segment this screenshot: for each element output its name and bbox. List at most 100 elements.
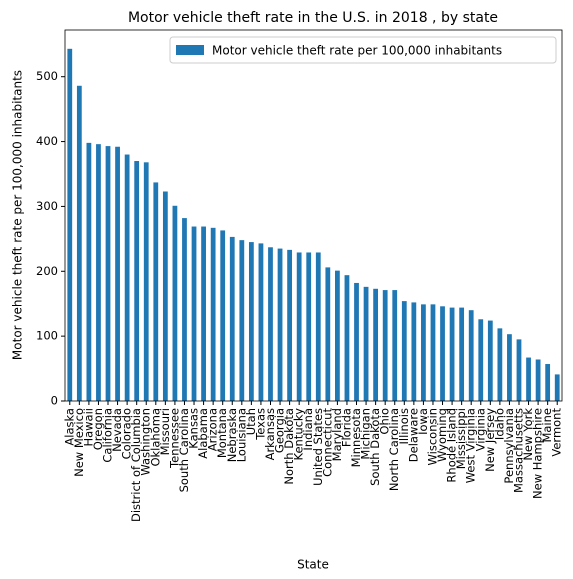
x-tick-label: New Mexico <box>72 408 86 477</box>
x-tick-label: Georgia <box>273 408 287 453</box>
x-tick-label: North Dakota <box>282 408 296 485</box>
x-tick-label: Mississippi <box>454 408 468 469</box>
bar <box>468 310 474 401</box>
bar <box>76 85 82 401</box>
x-tick-label: Washington <box>139 408 153 476</box>
bar <box>143 162 149 401</box>
bar <box>201 226 206 401</box>
bar <box>124 154 130 401</box>
bar <box>526 357 531 401</box>
x-tick-label: West Virginia <box>464 408 478 483</box>
x-tick-label: Idaho <box>492 408 506 440</box>
bar <box>478 319 484 401</box>
bar <box>248 242 254 401</box>
x-tick-label: Arizona <box>206 408 220 451</box>
bar <box>287 249 292 401</box>
x-tick-label: Kansas <box>187 408 201 449</box>
bar <box>306 252 312 401</box>
x-tick-label: Nebraska <box>225 408 239 462</box>
x-tick-label: South Carolina <box>177 408 191 492</box>
bar <box>449 307 455 401</box>
legend-box <box>169 36 557 64</box>
legend-label: Motor vehicle theft rate per 100,000 inh… <box>212 44 502 58</box>
bar <box>96 144 101 401</box>
x-tick-label: Colorado <box>120 408 134 459</box>
x-tick-label: Louisiana <box>234 408 248 462</box>
bar <box>277 248 283 401</box>
chart-title: Motor vehicle theft rate in the U.S. in … <box>128 10 498 26</box>
x-tick-label: Maine <box>540 408 554 443</box>
bar <box>440 306 445 401</box>
bar <box>335 270 340 401</box>
y-axis-label: Motor vehicle theft rate per 100,000 inh… <box>11 70 25 360</box>
x-tick-label: Hawaii <box>81 408 95 447</box>
bar <box>459 307 465 401</box>
x-tick-label: Rhode Island <box>445 408 459 483</box>
x-tick-label: Alaska <box>62 408 76 446</box>
x-tick-label: Florida <box>339 408 353 447</box>
bar <box>363 286 369 401</box>
x-tick-label: New York <box>521 408 535 461</box>
bar <box>554 374 560 401</box>
x-tick-label: District of Columbia <box>129 408 143 522</box>
bar <box>401 301 407 401</box>
bar <box>507 334 512 401</box>
x-tick-label: United States <box>311 408 325 486</box>
y-tick-label: 500 <box>36 69 58 83</box>
x-axis-label: State <box>297 558 329 572</box>
y-tick-label: 100 <box>36 329 58 343</box>
x-tick-label: Michigan <box>359 408 373 460</box>
x-tick-label: Montana <box>215 408 229 458</box>
bar <box>487 320 493 401</box>
x-tick-label: Alabama <box>196 408 210 459</box>
x-tick-label: Iowa <box>416 408 430 435</box>
x-tick-label: Minnesota <box>349 408 363 467</box>
bar <box>162 191 168 401</box>
plot-frame <box>64 29 563 402</box>
bar <box>220 230 226 401</box>
bar <box>153 182 159 401</box>
x-tick-label: Maryland <box>330 408 344 461</box>
x-tick-label: Pennsylvania <box>502 408 516 484</box>
bar <box>172 205 178 401</box>
x-tick-label: Indiana <box>301 408 315 451</box>
bar <box>67 48 73 401</box>
bar <box>105 146 111 401</box>
bar <box>191 226 197 401</box>
y-tick-label: 300 <box>36 199 58 213</box>
x-tick-label: Wyoming <box>435 408 449 462</box>
x-tick-label: North Carolina <box>387 408 401 491</box>
bar <box>430 304 436 401</box>
bar <box>296 252 302 401</box>
bar <box>86 142 92 402</box>
bar <box>134 161 140 401</box>
x-tick-label: Oklahoma <box>148 408 162 467</box>
bar <box>421 304 426 401</box>
legend-swatch <box>176 45 204 55</box>
x-tick-label: Massachusetts <box>511 408 525 493</box>
x-tick-label: New Hampshire <box>531 408 545 499</box>
x-tick-label: California <box>101 408 115 463</box>
x-tick-label: Ohio <box>378 408 392 435</box>
y-tick-label: 400 <box>36 134 58 148</box>
x-tick-label: Utah <box>244 408 258 435</box>
bar <box>373 288 379 401</box>
bar <box>516 339 522 401</box>
x-tick-label: Vermont <box>550 408 564 457</box>
x-tick-label: Nevada <box>110 408 124 452</box>
x-tick-label: Connecticut <box>320 408 334 477</box>
x-tick-label: South Dakota <box>368 408 382 486</box>
bar <box>497 328 503 401</box>
bar <box>239 240 245 401</box>
x-tick-label: Arkansas <box>263 408 277 460</box>
bar <box>315 252 321 401</box>
bar <box>382 290 388 401</box>
x-tick-label: Oregon <box>91 408 105 450</box>
x-tick-label: Kentucky <box>292 408 306 461</box>
bar <box>115 146 120 401</box>
bar <box>182 218 187 401</box>
bar <box>344 275 350 401</box>
x-tick-label: Delaware <box>406 408 420 462</box>
x-tick-label: Virginia <box>473 408 487 451</box>
